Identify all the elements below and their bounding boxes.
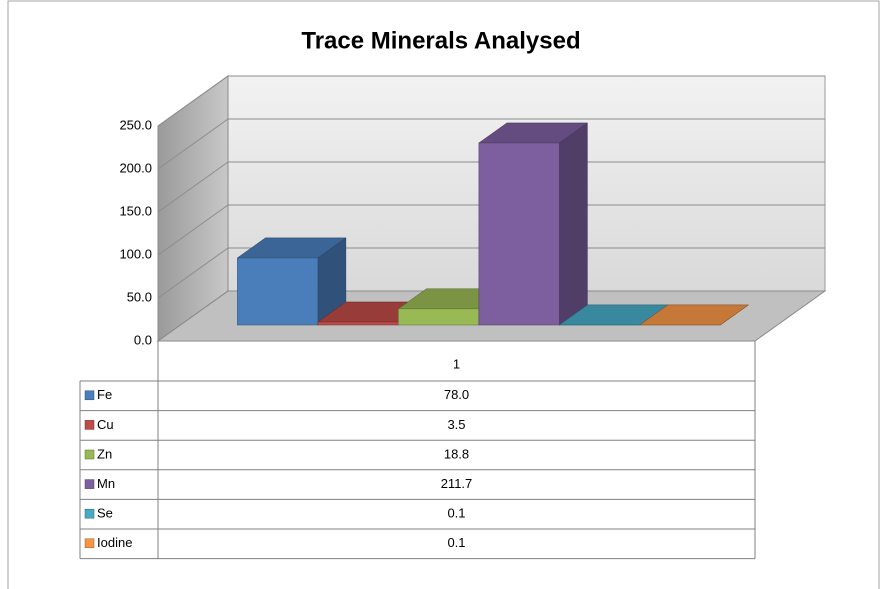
side-grid-line — [157, 247, 229, 299]
side-grid-line — [157, 161, 229, 213]
y-tick-label: 50.0 — [127, 289, 152, 304]
legend-key — [84, 538, 95, 549]
bar — [398, 308, 480, 326]
chart-title: Trace Minerals Analysed — [301, 27, 580, 54]
bar — [237, 257, 319, 326]
side-grid-line — [157, 118, 229, 170]
legend-key — [84, 449, 95, 460]
legend-key — [84, 508, 95, 519]
table-value: 18.8 — [444, 446, 469, 461]
y-tick-label: 0.0 — [134, 332, 152, 347]
legend-label: Zn — [97, 446, 112, 461]
y-tick-label: 150.0 — [119, 203, 152, 218]
side-grid-line — [157, 204, 229, 256]
legend-label: Fe — [97, 387, 112, 402]
legend-key — [84, 390, 95, 401]
legend-label: Se — [97, 506, 113, 521]
bar-side — [559, 122, 588, 326]
legend-label: Iodine — [97, 535, 132, 550]
table-value: 3.5 — [447, 417, 465, 432]
y-tick-label: 200.0 — [119, 160, 152, 175]
y-tick-label: 100.0 — [119, 246, 152, 261]
legend-key — [84, 479, 95, 489]
x-tick-label: 1 — [453, 356, 460, 371]
table-value: 211.7 — [441, 476, 473, 491]
y-tick-label: 250.0 — [119, 117, 152, 132]
side-grid-line — [157, 290, 229, 342]
side-grid-line — [157, 75, 229, 127]
legend-key — [84, 420, 95, 430]
table-value: 78.0 — [444, 387, 469, 402]
bar — [478, 142, 560, 326]
legend-label: Mn — [97, 476, 115, 491]
bar — [317, 321, 399, 326]
table-value: 0.1 — [447, 535, 465, 550]
table-value: 0.1 — [447, 506, 465, 521]
legend-label: Cu — [97, 417, 114, 432]
